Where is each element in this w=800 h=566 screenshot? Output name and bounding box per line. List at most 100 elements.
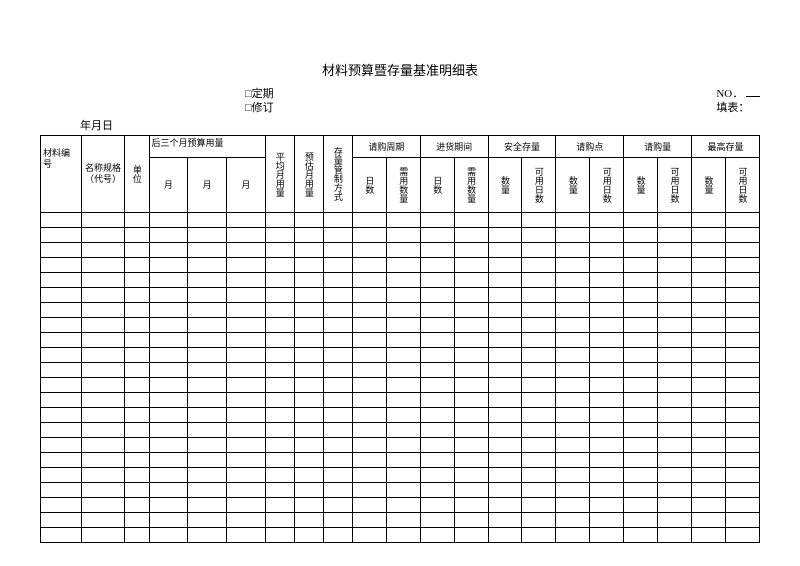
table-cell bbox=[522, 273, 556, 288]
table-cell bbox=[125, 423, 149, 438]
table-cell bbox=[323, 468, 352, 483]
table-cell bbox=[522, 468, 556, 483]
table-cell bbox=[590, 483, 624, 498]
table-cell bbox=[658, 468, 692, 483]
table-cell bbox=[352, 378, 386, 393]
table-cell bbox=[188, 333, 227, 348]
table-cell bbox=[692, 303, 726, 318]
table-cell bbox=[590, 528, 624, 543]
table-cell bbox=[41, 513, 82, 528]
table-cell bbox=[352, 213, 386, 228]
table-cell bbox=[386, 363, 420, 378]
table-cell bbox=[692, 528, 726, 543]
table-cell bbox=[488, 318, 522, 333]
table-cell bbox=[420, 393, 454, 408]
table-cell bbox=[81, 333, 125, 348]
table-cell bbox=[658, 423, 692, 438]
table-cell bbox=[725, 468, 759, 483]
th-control-mode: 存量管制方式 bbox=[323, 136, 352, 213]
table-cell bbox=[454, 303, 488, 318]
table-cell bbox=[590, 378, 624, 393]
table-cell bbox=[188, 468, 227, 483]
table-cell bbox=[323, 423, 352, 438]
table-cell bbox=[149, 393, 188, 408]
table-cell bbox=[420, 303, 454, 318]
th-oc-qty: 需用数量 bbox=[386, 158, 420, 213]
table-cell bbox=[692, 243, 726, 258]
th-rp-qty: 数量 bbox=[556, 158, 590, 213]
table-body bbox=[41, 213, 760, 543]
table-cell bbox=[420, 513, 454, 528]
table-cell bbox=[125, 333, 149, 348]
th-material-no: 材料编号 bbox=[41, 136, 82, 213]
table-cell bbox=[227, 528, 266, 543]
table-cell bbox=[294, 363, 323, 378]
table-cell bbox=[692, 228, 726, 243]
table-cell bbox=[488, 348, 522, 363]
table-cell bbox=[41, 438, 82, 453]
table-cell bbox=[81, 258, 125, 273]
table-cell bbox=[692, 453, 726, 468]
table-cell bbox=[125, 378, 149, 393]
th-ss-qty: 数量 bbox=[488, 158, 522, 213]
table-cell bbox=[125, 498, 149, 513]
table-cell bbox=[149, 378, 188, 393]
th-name-spec: 名称规格（代号） bbox=[81, 136, 125, 213]
table-cell bbox=[41, 408, 82, 423]
table-cell bbox=[41, 528, 82, 543]
table-cell bbox=[692, 378, 726, 393]
table-row bbox=[41, 513, 760, 528]
table-cell bbox=[188, 483, 227, 498]
table-cell bbox=[294, 243, 323, 258]
table-cell bbox=[227, 468, 266, 483]
table-cell bbox=[725, 228, 759, 243]
table-cell bbox=[522, 498, 556, 513]
table-cell bbox=[323, 453, 352, 468]
table-cell bbox=[658, 513, 692, 528]
table-cell bbox=[386, 243, 420, 258]
table-cell bbox=[227, 213, 266, 228]
table-cell bbox=[556, 438, 590, 453]
table-cell bbox=[420, 288, 454, 303]
table-cell bbox=[149, 498, 188, 513]
table-cell bbox=[188, 513, 227, 528]
table-cell bbox=[658, 438, 692, 453]
table-cell bbox=[265, 273, 294, 288]
table-cell bbox=[294, 498, 323, 513]
table-cell bbox=[386, 408, 420, 423]
table-cell bbox=[227, 243, 266, 258]
table-cell bbox=[294, 423, 323, 438]
table-cell bbox=[41, 213, 82, 228]
table-cell bbox=[81, 498, 125, 513]
table-cell bbox=[658, 273, 692, 288]
table-cell bbox=[149, 363, 188, 378]
table-cell bbox=[323, 483, 352, 498]
table-cell bbox=[454, 513, 488, 528]
table-cell bbox=[386, 333, 420, 348]
table-cell bbox=[420, 423, 454, 438]
table-cell bbox=[624, 288, 658, 303]
table-cell bbox=[265, 528, 294, 543]
table-cell bbox=[725, 363, 759, 378]
table-cell bbox=[658, 318, 692, 333]
table-cell bbox=[41, 288, 82, 303]
table-cell bbox=[41, 393, 82, 408]
table-cell bbox=[265, 363, 294, 378]
table-cell bbox=[125, 528, 149, 543]
table-cell bbox=[188, 423, 227, 438]
table-cell bbox=[386, 513, 420, 528]
table-cell bbox=[692, 483, 726, 498]
table-cell bbox=[624, 483, 658, 498]
th-safety-stock: 安全存量 bbox=[488, 136, 556, 158]
table-cell bbox=[227, 513, 266, 528]
table-cell bbox=[454, 408, 488, 423]
table-cell bbox=[590, 288, 624, 303]
table-cell bbox=[658, 393, 692, 408]
table-cell bbox=[658, 378, 692, 393]
table-cell bbox=[692, 408, 726, 423]
table-cell bbox=[294, 438, 323, 453]
table-cell bbox=[352, 273, 386, 288]
table-cell bbox=[556, 288, 590, 303]
table-cell bbox=[265, 213, 294, 228]
table-cell bbox=[522, 318, 556, 333]
